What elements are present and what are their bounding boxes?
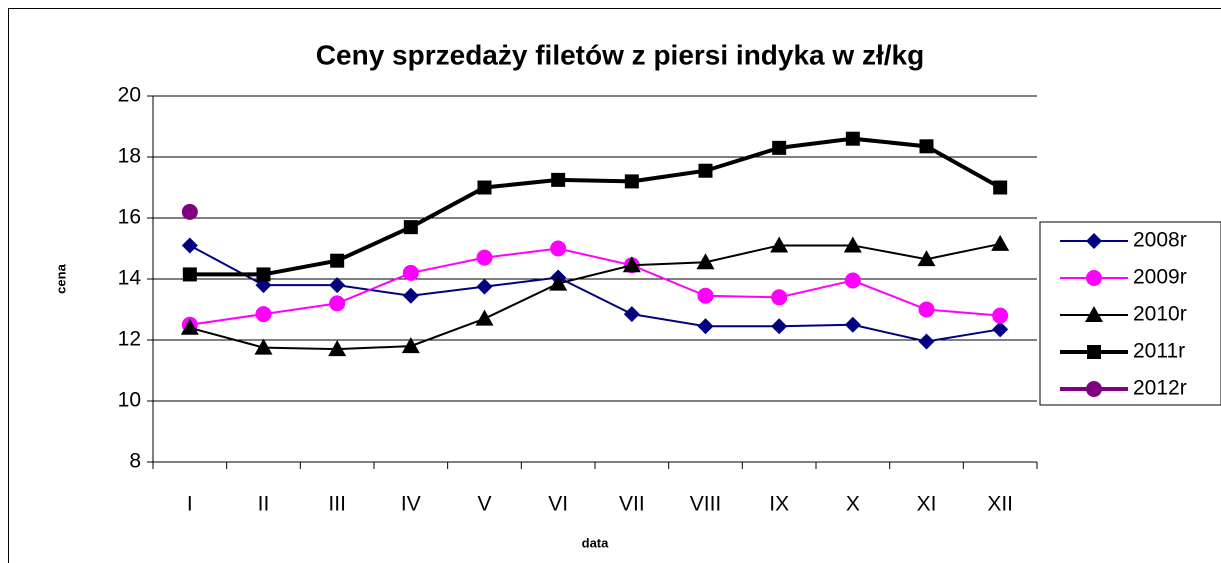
data-point bbox=[551, 172, 566, 187]
y-tick-label: 10 bbox=[118, 389, 141, 412]
x-tick-label: III bbox=[328, 493, 346, 516]
data-point bbox=[917, 250, 936, 267]
data-point bbox=[918, 333, 935, 350]
data-point bbox=[254, 338, 273, 355]
data-point bbox=[771, 318, 788, 335]
data-point bbox=[992, 307, 1009, 324]
data-point bbox=[698, 163, 713, 178]
x-tick-label: XI bbox=[917, 493, 937, 516]
x-tick-label: VII bbox=[619, 493, 645, 516]
data-point bbox=[623, 306, 640, 323]
series-line bbox=[189, 244, 1001, 343]
data-point bbox=[622, 256, 641, 273]
legend-label: 2010r bbox=[1133, 303, 1187, 326]
data-point bbox=[329, 295, 346, 312]
legend-label: 2012r bbox=[1133, 377, 1187, 400]
data-point bbox=[771, 289, 788, 306]
data-point bbox=[845, 131, 860, 146]
data-point bbox=[992, 321, 1009, 338]
data-point bbox=[844, 316, 861, 333]
legend-marker bbox=[1086, 270, 1102, 286]
legend-box bbox=[1039, 221, 1221, 406]
data-point bbox=[993, 180, 1008, 195]
x-tick-label: IX bbox=[769, 493, 789, 516]
data-point bbox=[991, 234, 1010, 251]
data-point bbox=[843, 236, 862, 253]
data-point bbox=[772, 140, 787, 155]
x-tick-label: I bbox=[187, 493, 193, 516]
x-tick-label: X bbox=[846, 493, 860, 516]
legend-marker bbox=[1085, 306, 1103, 322]
y-axis-title: cena bbox=[53, 263, 68, 293]
legend-label: 2008r bbox=[1133, 229, 1187, 252]
data-point bbox=[255, 306, 272, 323]
data-point bbox=[328, 340, 347, 357]
data-point bbox=[181, 203, 198, 220]
data-point bbox=[330, 253, 345, 268]
data-point bbox=[475, 309, 494, 326]
legend-marker bbox=[1086, 233, 1102, 249]
data-point bbox=[476, 249, 493, 266]
data-point bbox=[256, 267, 271, 282]
y-tick-label: 20 bbox=[118, 84, 141, 107]
data-point bbox=[401, 337, 420, 354]
x-tick-label: VI bbox=[548, 493, 568, 516]
legend-marker bbox=[1086, 381, 1102, 397]
data-point bbox=[403, 220, 418, 235]
data-point bbox=[329, 277, 346, 294]
y-tick-label: 16 bbox=[118, 206, 141, 229]
data-point bbox=[476, 278, 493, 295]
series-line bbox=[189, 242, 1001, 351]
data-point bbox=[549, 274, 568, 291]
data-point bbox=[477, 180, 492, 195]
data-point bbox=[550, 240, 567, 257]
data-point bbox=[697, 318, 714, 335]
x-tick-label: XII bbox=[987, 493, 1013, 516]
x-tick-label: II bbox=[258, 493, 270, 516]
data-point bbox=[624, 174, 639, 189]
data-point bbox=[402, 287, 419, 304]
x-axis-title: data bbox=[582, 535, 610, 550]
chart-title: Ceny sprzedaży filetów z piersi indyka w… bbox=[316, 39, 924, 70]
data-point bbox=[182, 267, 197, 282]
x-tick-label: IV bbox=[401, 493, 421, 516]
legend-label: 2009r bbox=[1133, 266, 1187, 289]
data-point bbox=[697, 287, 714, 304]
data-point bbox=[918, 301, 935, 318]
y-tick-label: 18 bbox=[118, 145, 141, 168]
y-tick-label: 12 bbox=[118, 328, 141, 351]
data-point bbox=[696, 253, 715, 270]
y-tick-label: 14 bbox=[118, 267, 142, 290]
x-tick-label: V bbox=[477, 493, 491, 516]
legend-label: 2011r bbox=[1133, 340, 1185, 363]
data-point bbox=[181, 237, 198, 254]
series-line bbox=[189, 136, 1002, 277]
data-point bbox=[770, 236, 789, 253]
data-point bbox=[844, 272, 861, 289]
data-point bbox=[180, 318, 199, 335]
y-tick-label: 8 bbox=[129, 450, 141, 473]
data-point bbox=[402, 264, 419, 281]
data-point bbox=[919, 139, 934, 154]
x-tick-label: VIII bbox=[690, 493, 722, 516]
series-line bbox=[189, 247, 1001, 326]
legend-marker bbox=[1087, 345, 1101, 359]
